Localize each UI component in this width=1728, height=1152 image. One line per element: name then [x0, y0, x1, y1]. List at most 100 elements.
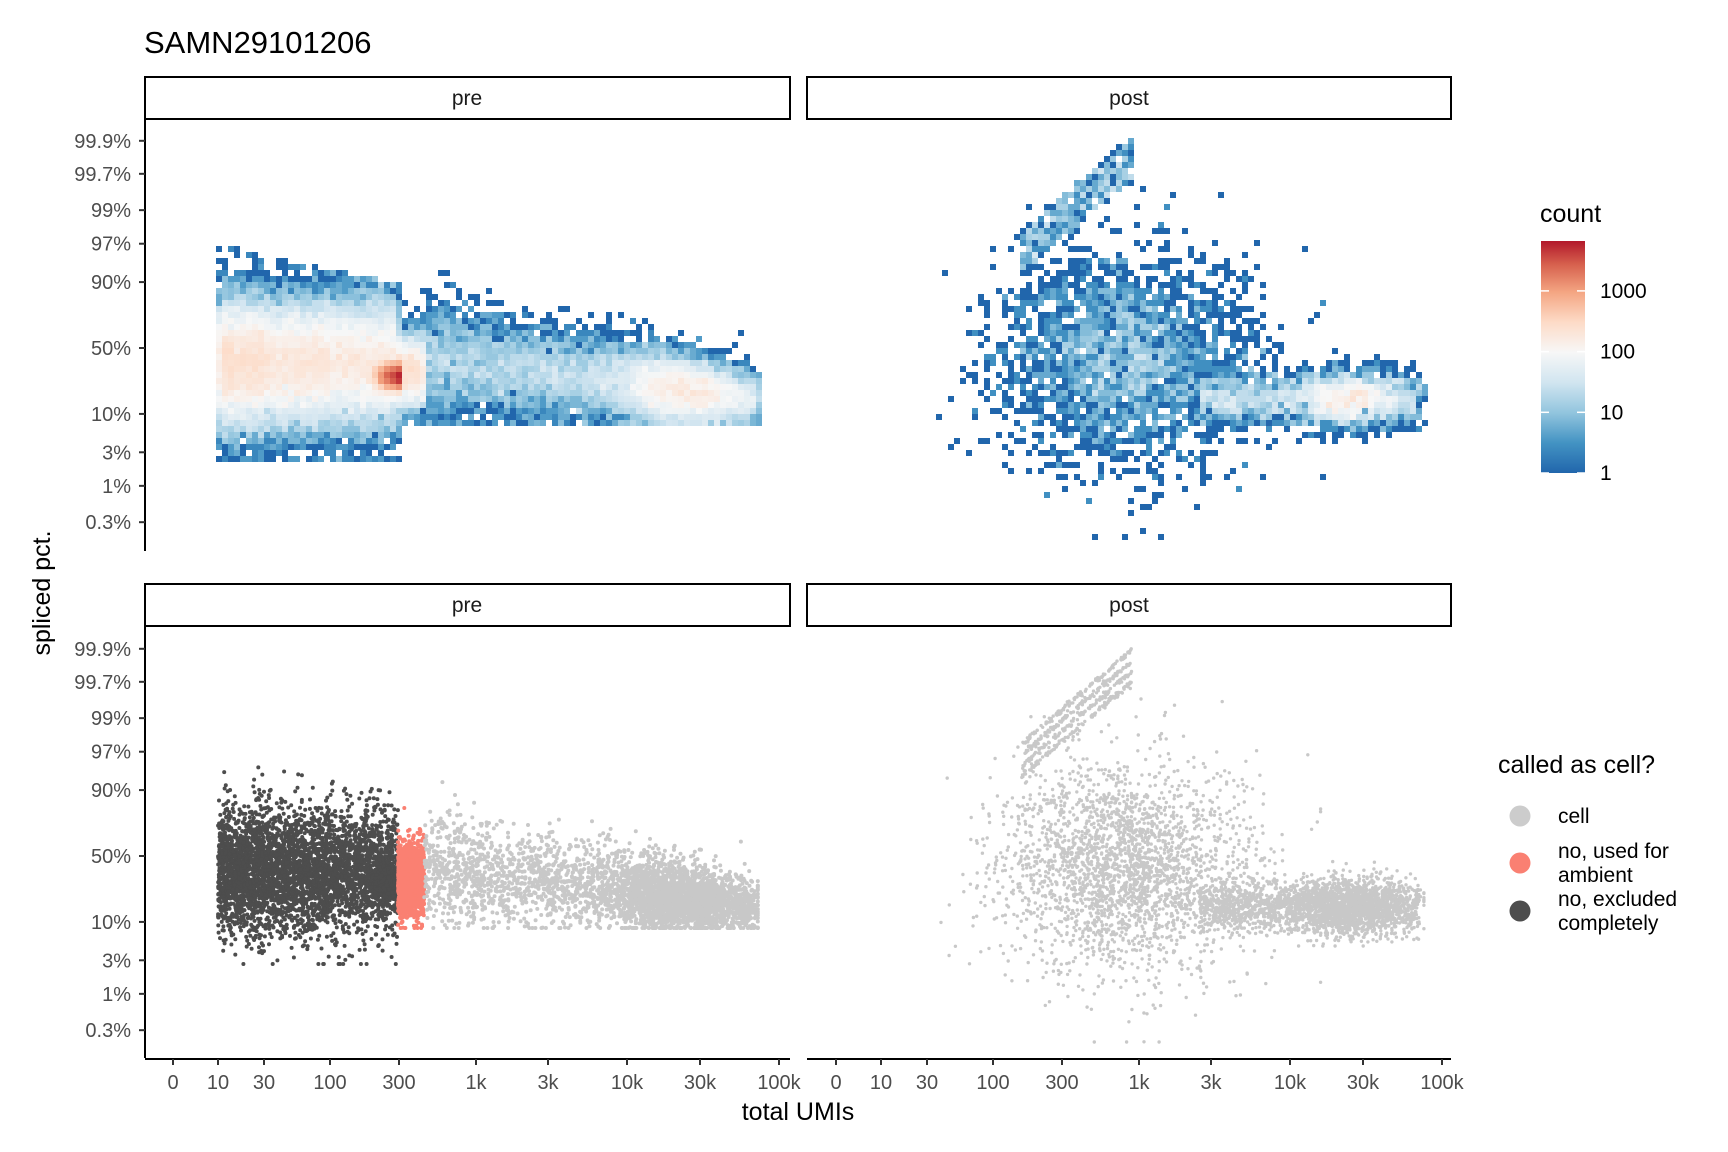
- heatmap-cell: [1188, 378, 1194, 384]
- heatmap-cell: [1110, 306, 1116, 312]
- heatmap-cell: [360, 288, 366, 294]
- heatmap-cell: [324, 270, 330, 276]
- heatmap-cell: [1098, 474, 1104, 480]
- heatmap-cell: [666, 414, 672, 420]
- heatmap-cell: [564, 348, 570, 354]
- heatmap-cell: [1356, 384, 1362, 390]
- heatmap-cell: [1032, 348, 1038, 354]
- heatmap-cell: [354, 324, 360, 330]
- heatmap-cell: [1410, 402, 1416, 408]
- heatmap-cell: [228, 432, 234, 438]
- heatmap-cell: [1266, 408, 1272, 414]
- heatmap-cell: [1110, 378, 1116, 384]
- heatmap-cell: [336, 354, 342, 360]
- heatmap-cell: [1284, 414, 1290, 420]
- heatmap-cell: [306, 336, 312, 342]
- heatmap-cell: [636, 348, 642, 354]
- heatmap-cell: [1158, 300, 1164, 306]
- heatmap-cell: [660, 384, 666, 390]
- heatmap-cell: [696, 408, 702, 414]
- heatmap-cell: [1032, 300, 1038, 306]
- heatmap-cell: [1032, 258, 1038, 264]
- heatmap-cell: [396, 294, 402, 300]
- heatmap-cell: [1194, 366, 1200, 372]
- heatmap-cell: [714, 366, 720, 372]
- heatmap-cell: [1014, 354, 1020, 360]
- heatmap-cell: [1044, 354, 1050, 360]
- heatmap-cell: [342, 414, 348, 420]
- heatmap-cell: [1176, 318, 1182, 324]
- heatmap-cell: [1152, 300, 1158, 306]
- heatmap-cell: [348, 414, 354, 420]
- heatmap-cell: [1386, 414, 1392, 420]
- heatmap-cell: [372, 372, 378, 378]
- heatmap-cell: [1200, 336, 1206, 342]
- heatmap-cell: [546, 402, 552, 408]
- heatmap-cell: [1356, 426, 1362, 432]
- heatmap-cell: [1182, 348, 1188, 354]
- heatmap-cell: [1278, 384, 1284, 390]
- heatmap-cell: [612, 402, 618, 408]
- heatmap-cell: [1074, 360, 1080, 366]
- heatmap-cell: [684, 366, 690, 372]
- heatmap-cell: [1302, 246, 1308, 252]
- heatmap-cell: [294, 426, 300, 432]
- heatmap-cell: [1086, 330, 1092, 336]
- heatmap-cell: [390, 456, 396, 462]
- heatmap-cell: [1194, 282, 1200, 288]
- heatmap-cell: [228, 312, 234, 318]
- heatmap-cell: [252, 378, 258, 384]
- heatmap-cell: [498, 414, 504, 420]
- heatmap-cell: [1302, 432, 1308, 438]
- heatmap-cell: [1416, 390, 1422, 396]
- heatmap-cell: [1032, 360, 1038, 366]
- heatmap-cell: [1098, 180, 1104, 186]
- heatmap-cell: [696, 366, 702, 372]
- heatmap-cell: [330, 426, 336, 432]
- heatmap-cell: [1026, 270, 1032, 276]
- heatmap-cell: [1356, 372, 1362, 378]
- heatmap-cell: [1368, 360, 1374, 366]
- heatmap-cell: [1266, 402, 1272, 408]
- heatmap-cell: [1128, 144, 1134, 150]
- heatmap-cell: [618, 372, 624, 378]
- heatmap-cell: [1176, 354, 1182, 360]
- heatmap-cell: [216, 306, 222, 312]
- heatmap-cell: [264, 342, 270, 348]
- heatmap-cell: [486, 396, 492, 402]
- heatmap-cell: [348, 438, 354, 444]
- heatmap-cell: [1314, 396, 1320, 402]
- heatmap-cell: [1152, 306, 1158, 312]
- heatmap-cell: [1044, 246, 1050, 252]
- heatmap-cell: [474, 324, 480, 330]
- heatmap-cell: [1152, 354, 1158, 360]
- heatmap-cell: [558, 396, 564, 402]
- heatmap-cell: [1386, 408, 1392, 414]
- heatmap-cell: [612, 408, 618, 414]
- heatmap-cell: [726, 372, 732, 378]
- heatmap-cell: [1068, 234, 1074, 240]
- heatmap-cell: [234, 390, 240, 396]
- heatmap-cell: [1182, 426, 1188, 432]
- heatmap-cell: [486, 372, 492, 378]
- heatmap-cell: [330, 444, 336, 450]
- heatmap-cell: [288, 456, 294, 462]
- heatmap-cell: [432, 324, 438, 330]
- heatmap-cell: [720, 396, 726, 402]
- heatmap-cell: [1176, 456, 1182, 462]
- heatmap-cell: [1068, 336, 1074, 342]
- heatmap-cell: [1398, 390, 1404, 396]
- heatmap-cell: [1170, 444, 1176, 450]
- heatmap-cell: [240, 432, 246, 438]
- heatmap-cell: [366, 372, 372, 378]
- heatmap-cell: [978, 342, 984, 348]
- heatmap-cell: [708, 414, 714, 420]
- heatmap-cell: [426, 354, 432, 360]
- heatmap-cell: [522, 378, 528, 384]
- heatmap-cell: [342, 360, 348, 366]
- heatmap-cell: [1308, 396, 1314, 402]
- heatmap-cell: [474, 402, 480, 408]
- heatmap-cell: [594, 360, 600, 366]
- heatmap-cell: [504, 330, 510, 336]
- heatmap-cell: [1146, 396, 1152, 402]
